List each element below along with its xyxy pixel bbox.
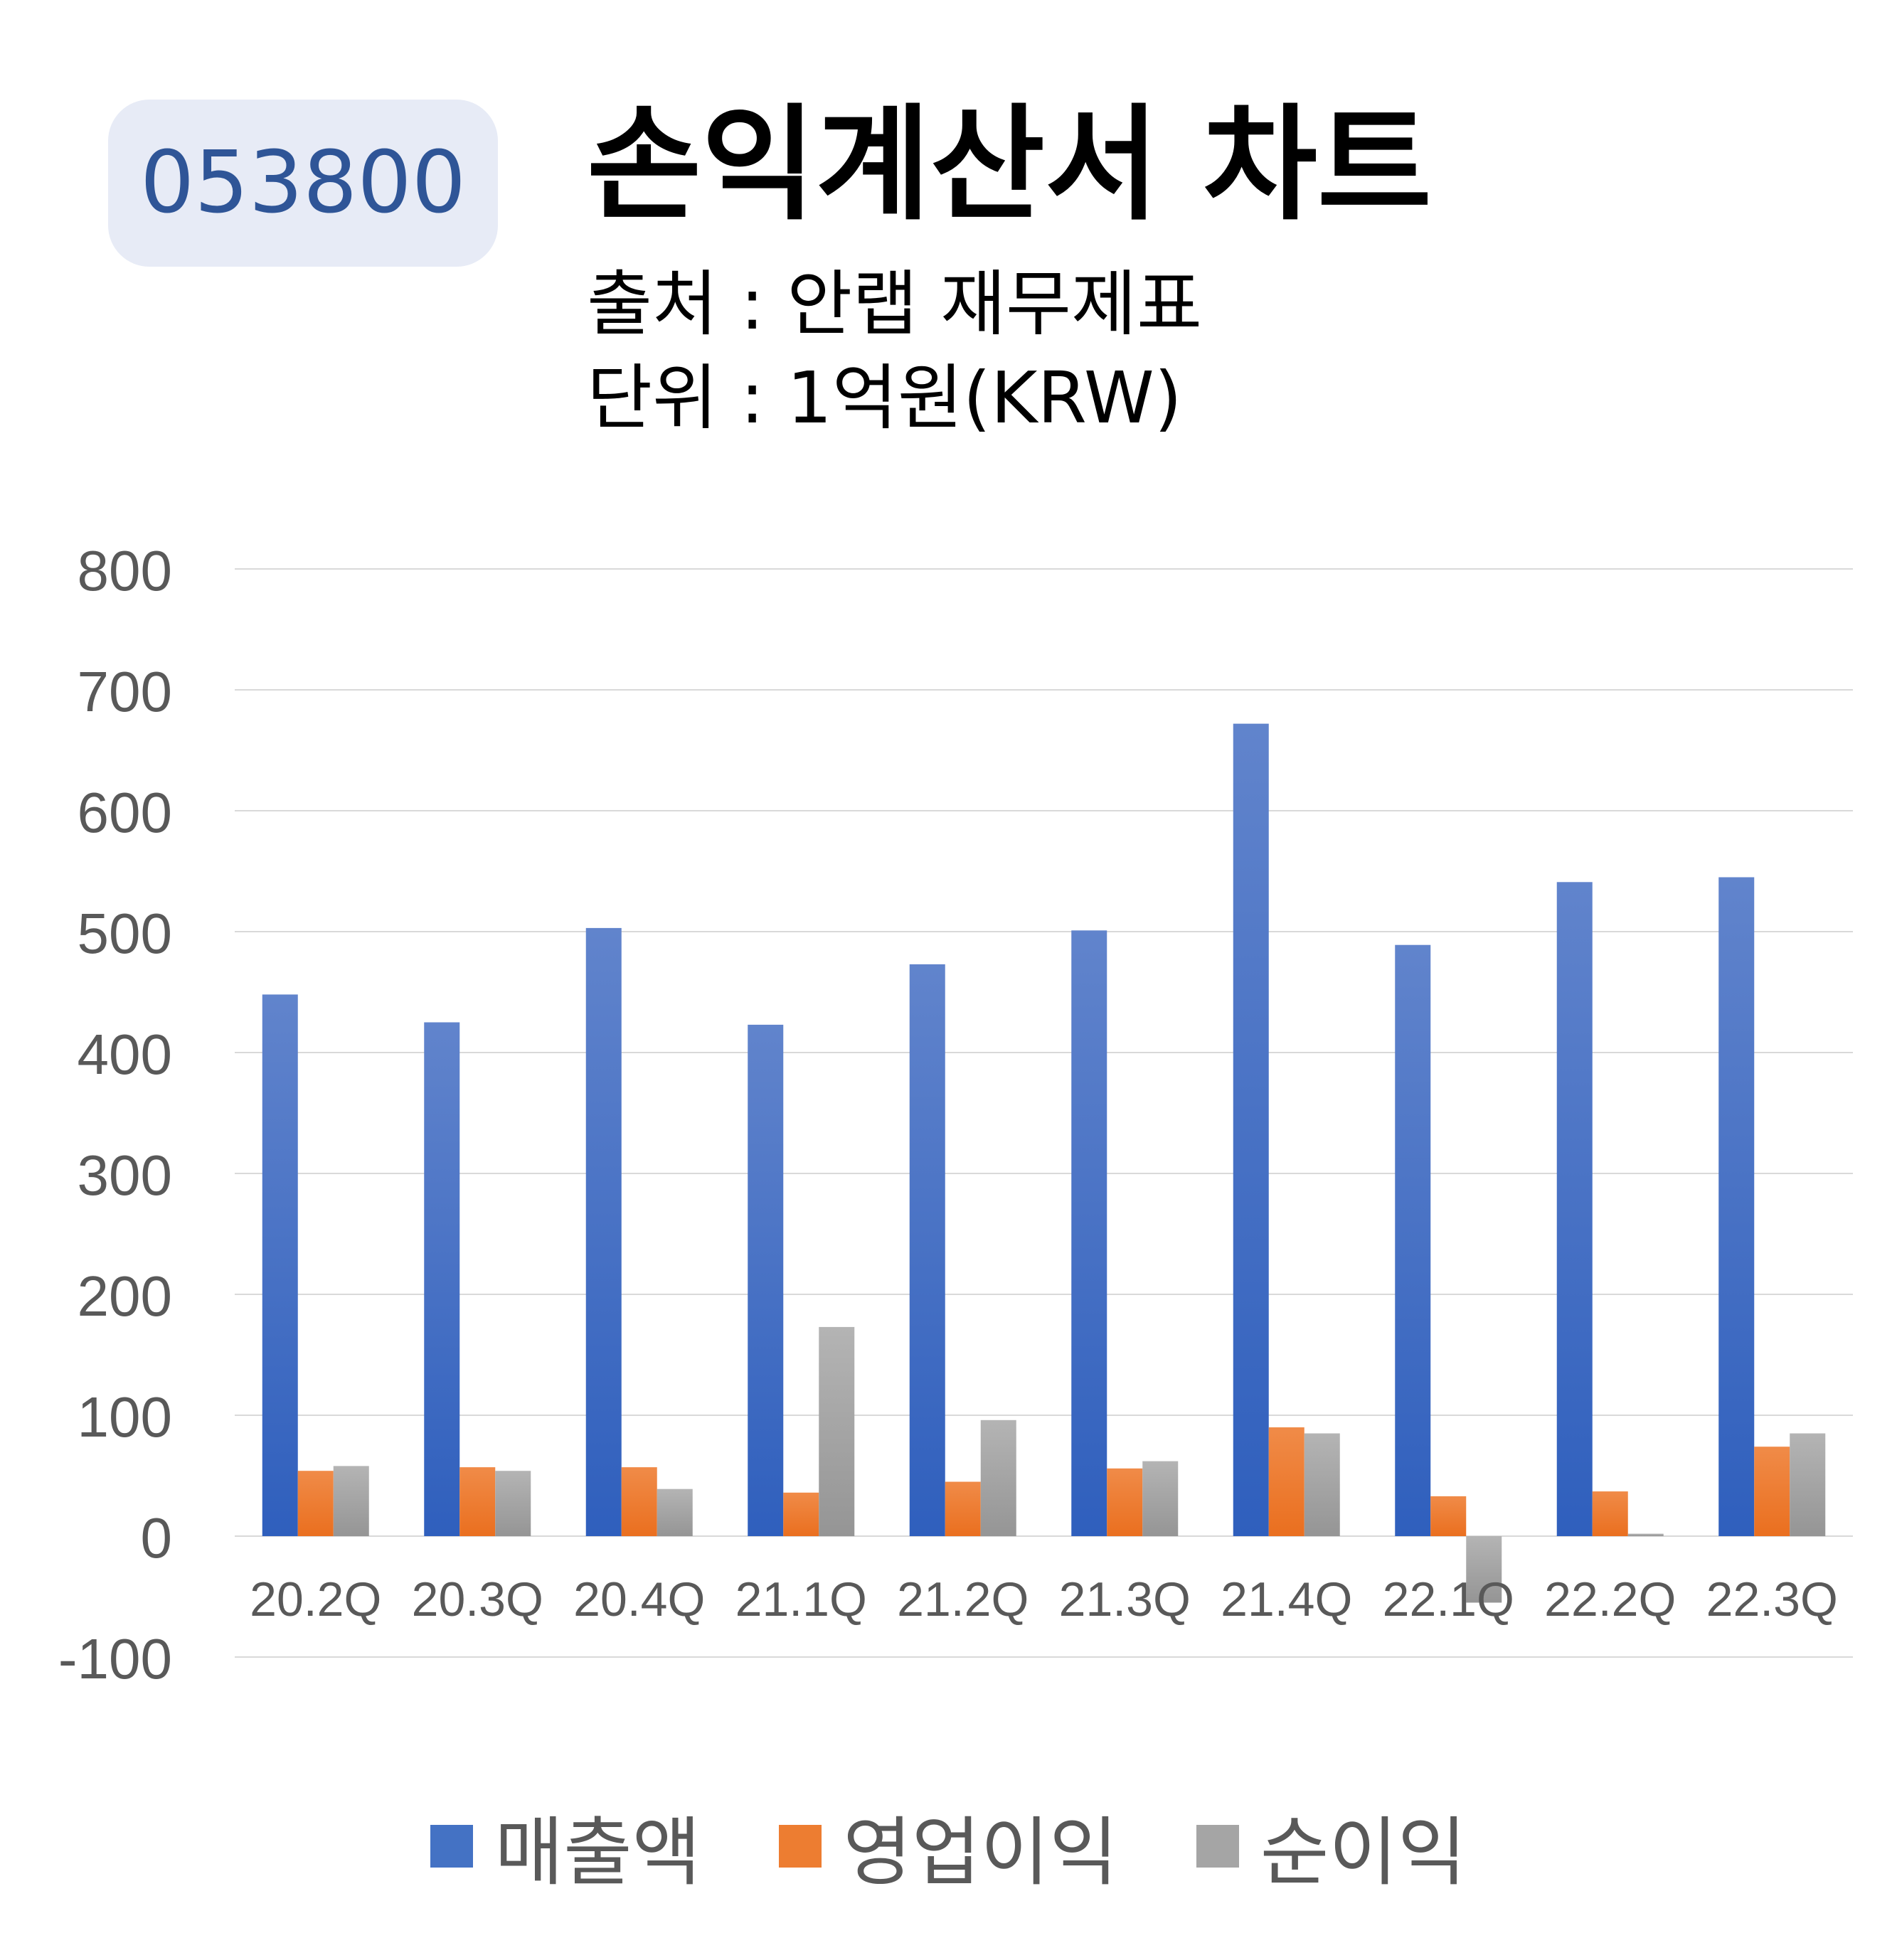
x-axis-ticks: 20.2Q 20.3Q 20.4Q 21.1Q 21.2Q 21.3Q 21.4Q 22.1Q… xyxy=(250,1572,1838,1626)
bar-1-7 xyxy=(1430,1496,1467,1536)
x-tick-label: 21.4Q xyxy=(1221,1572,1352,1626)
x-tick-label: 20.4Q xyxy=(573,1572,705,1626)
legend-label-revenue: 매출액 xyxy=(494,1809,701,1896)
bar-2-5 xyxy=(1142,1461,1179,1536)
x-tick-label: 21.2Q xyxy=(897,1572,1029,1626)
bar-2-2 xyxy=(657,1488,693,1536)
bar-1-3 xyxy=(783,1492,819,1536)
legend-item-operating-profit: 영업이익 xyxy=(779,1792,1118,1900)
y-tick-label: 400 xyxy=(78,1023,172,1086)
bar-0-1 xyxy=(424,1022,460,1536)
bar-0-9 xyxy=(1718,877,1755,1536)
y-tick-label: 0 xyxy=(141,1506,173,1570)
x-tick-label: 22.3Q xyxy=(1706,1572,1838,1626)
legend-item-net-income: 순이익 xyxy=(1196,1792,1467,1900)
bar-1-0 xyxy=(297,1471,334,1536)
bar-1-6 xyxy=(1268,1427,1304,1536)
ticker-code: 053800 xyxy=(139,134,467,233)
bar-0-7 xyxy=(1395,944,1431,1536)
legend-label-net-income: 순이익 xyxy=(1260,1809,1467,1896)
bar-0-3 xyxy=(748,1024,784,1536)
legend-swatch-revenue xyxy=(430,1825,474,1868)
ticker-badge: 053800 xyxy=(108,100,498,267)
bar-1-5 xyxy=(1107,1468,1143,1536)
y-axis-ticks: -100 0 100 200 300 400 500 600 700 800 xyxy=(58,539,172,1690)
x-tick-label: 20.2Q xyxy=(250,1572,381,1626)
bar-2-1 xyxy=(495,1471,531,1536)
bar-2-3 xyxy=(819,1326,855,1536)
x-tick-label: 21.3Q xyxy=(1059,1572,1191,1626)
source-note: 출처 : 안랩 재무제표 xyxy=(587,262,1203,346)
bar-1-8 xyxy=(1592,1491,1628,1536)
y-tick-label: 300 xyxy=(78,1144,172,1207)
bar-0-6 xyxy=(1233,723,1269,1536)
y-tick-label: 200 xyxy=(78,1264,172,1328)
bar-1-1 xyxy=(459,1467,496,1536)
chart-title: 손익계산서 차트 xyxy=(587,93,1432,238)
bar-1-2 xyxy=(621,1467,657,1536)
unit-note: 단위 : 1억원(KRW) xyxy=(587,356,1182,440)
legend: 매출액 영업이익 순이익 xyxy=(0,1792,1897,1900)
y-tick-label: 500 xyxy=(78,902,172,965)
bar-2-0 xyxy=(333,1466,369,1536)
bar-0-4 xyxy=(909,964,945,1536)
bar-2-8 xyxy=(1627,1533,1664,1536)
y-tick-label: 600 xyxy=(78,781,172,844)
legend-swatch-net-income xyxy=(1196,1825,1239,1868)
y-tick-label: -100 xyxy=(58,1627,172,1690)
legend-label-operating-profit: 영업이익 xyxy=(843,1809,1118,1896)
y-tick-label: 700 xyxy=(78,660,172,723)
bars xyxy=(262,723,1826,1603)
bar-2-6 xyxy=(1304,1433,1340,1536)
bar-2-7 xyxy=(1466,1536,1502,1603)
bar-0-2 xyxy=(585,927,622,1536)
bar-0-8 xyxy=(1556,882,1593,1536)
bar-0-0 xyxy=(262,994,298,1536)
bar-2-4 xyxy=(980,1420,1016,1536)
bar-0-5 xyxy=(1071,930,1107,1536)
x-tick-label: 21.1Q xyxy=(735,1572,867,1626)
bar-1-9 xyxy=(1754,1447,1790,1536)
x-tick-label: 20.3Q xyxy=(412,1572,543,1626)
bar-1-4 xyxy=(945,1481,981,1536)
legend-swatch-operating-profit xyxy=(779,1825,822,1868)
y-tick-label: 100 xyxy=(78,1385,172,1449)
y-tick-label: 800 xyxy=(78,539,172,602)
x-tick-label: 22.1Q xyxy=(1383,1572,1514,1626)
legend-item-revenue: 매출액 xyxy=(430,1792,701,1900)
bar-2-9 xyxy=(1790,1433,1826,1536)
x-tick-label: 22.2Q xyxy=(1544,1572,1676,1626)
